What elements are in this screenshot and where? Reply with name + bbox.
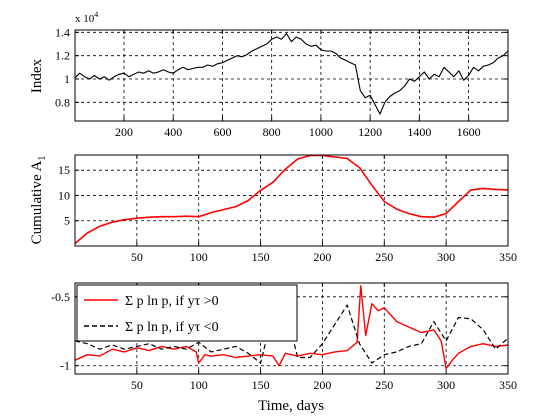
index-xtick-label: 1200 xyxy=(358,125,382,139)
cumulative-series-line-0 xyxy=(74,154,509,245)
entropy-ytick-label: -0.5 xyxy=(51,290,70,304)
index-ytick-label: 0.8 xyxy=(55,95,70,109)
index-series-line-0 xyxy=(74,32,509,115)
cumulative-xtick-label: 300 xyxy=(437,250,455,264)
index-exponent-label: x 104 xyxy=(75,10,98,25)
index-ytick-label: 1.2 xyxy=(55,49,70,63)
entropy-axes-box xyxy=(74,282,509,375)
cumulative-xtick-label: 100 xyxy=(190,250,208,264)
legend-label-neg: Σ p ln p, if yτ <0 xyxy=(125,320,219,335)
entropy-xtick-label: 250 xyxy=(375,378,393,392)
cumulative-grid xyxy=(75,155,509,246)
entropy-panel: 50 100 150 200 250 300 350 -1 -0.5 Σ p ln p, if … xyxy=(51,282,517,414)
index-axes-box xyxy=(74,29,509,122)
index-ticks: 200 400 600 800 1000 1200 1400 1600 0.8 1 1.2 1.4 xyxy=(55,25,508,139)
index-lines xyxy=(74,32,509,115)
cumulative-xtick-label: 50 xyxy=(131,250,143,264)
entropy-xtick-label: 150 xyxy=(252,378,270,392)
legend-label-pos: Σ p ln p, if yτ >0 xyxy=(125,294,219,309)
index-grid xyxy=(75,30,508,121)
entropy-xlabel: Time, days xyxy=(258,398,324,414)
cumulative-ytick-label: 10 xyxy=(58,188,70,202)
index-xtick-label: 1400 xyxy=(407,125,431,139)
index-panel: 200 400 600 800 1000 1200 1400 1600 0.8 1 1.2 1.4 x… xyxy=(29,10,509,139)
cumulative-xtick-label: 350 xyxy=(499,250,517,264)
cumulative-plot-area xyxy=(75,155,508,246)
entropy-ytick-label: -1 xyxy=(60,359,70,373)
cumulative-axes-box xyxy=(74,154,509,247)
cumulative-xtick-label: 200 xyxy=(313,250,331,264)
cumulative-ytick-label: 5 xyxy=(64,214,70,228)
index-xtick-label: 1600 xyxy=(457,125,481,139)
index-xtick-label: 200 xyxy=(115,125,133,139)
index-xtick-label: 800 xyxy=(263,125,281,139)
entropy-xtick-label: 100 xyxy=(190,378,208,392)
index-xtick-label: 1000 xyxy=(309,125,333,139)
legend-box xyxy=(76,284,298,342)
cumulative-xtick-label: 150 xyxy=(252,250,270,264)
index-plot-area xyxy=(75,30,508,121)
cumulative-lines xyxy=(74,154,509,245)
entropy-xtick-label: 350 xyxy=(499,378,517,392)
index-ytick-label: 1 xyxy=(64,72,70,86)
index-xtick-label: 600 xyxy=(213,125,231,139)
index-ylabel: Index xyxy=(29,58,45,93)
cumulative-ylabel: Cumulative A1 xyxy=(29,156,48,245)
entropy-xtick-label: 50 xyxy=(131,378,143,392)
entropy-xtick-label: 300 xyxy=(437,378,455,392)
entropy-series-line-0 xyxy=(74,285,509,370)
cumulative-ytick-label: 15 xyxy=(58,163,70,177)
cumulative-xtick-label: 250 xyxy=(375,250,393,264)
cumulative-panel: 50 100 150 200 250 300 350 5 10 15 Cumulative A1 xyxy=(29,154,517,264)
legend: Σ p ln p, if yτ >0 Σ p ln p, if yτ <0 xyxy=(76,284,298,342)
index-ytick-label: 1.4 xyxy=(55,25,70,39)
entropy-xtick-label: 200 xyxy=(313,378,331,392)
index-xtick-label: 400 xyxy=(164,125,182,139)
cumulative-ticks: 50 100 150 200 250 300 350 5 10 15 xyxy=(58,155,517,264)
